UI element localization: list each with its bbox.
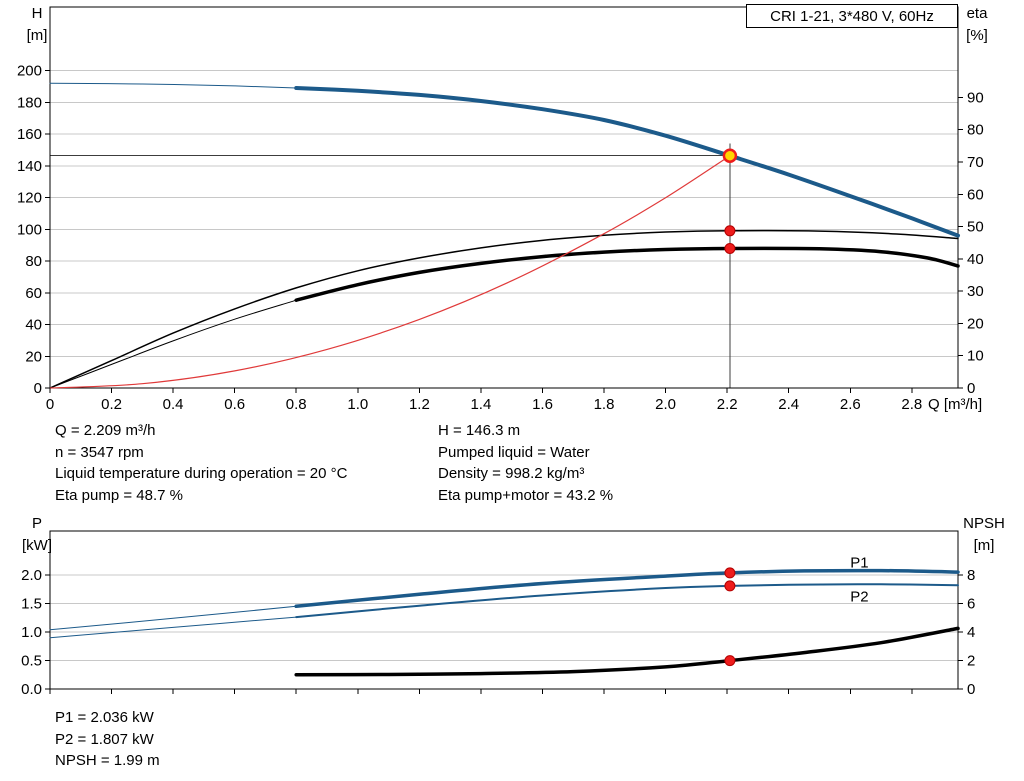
power-info: P1 = 2.036 kW P2 = 1.807 kW NPSH = 1.99 …	[55, 707, 160, 772]
duty-info-right: H = 146.3 m Pumped liquid = Water Densit…	[438, 420, 613, 507]
y-left-tick-label: 120	[17, 190, 42, 207]
x-tick-label: 0.2	[101, 396, 122, 413]
curve-head-ext	[49, 82, 297, 89]
plot-frame	[49, 530, 959, 690]
x-tick-label: 2.6	[840, 396, 861, 413]
y-left-tick-label: 60	[25, 285, 42, 302]
y-left-tick-label: 0.0	[21, 681, 42, 698]
info-line-density: Density = 998.2 kg/m³	[438, 465, 585, 483]
info-line-temperature: Liquid temperature during operation = 20…	[55, 465, 348, 483]
y-left-tick-label: 80	[25, 253, 42, 270]
curve-label-P1: P1	[850, 555, 868, 572]
operating-dot	[724, 567, 736, 579]
x-tick-label: 2.0	[655, 396, 676, 413]
x-tick-label: 2.8	[901, 396, 922, 413]
operating-dot	[724, 243, 736, 254]
x-tick-label: 0	[46, 396, 54, 413]
y-right-tick-label: 50	[967, 219, 984, 236]
curve-P2-ext	[49, 616, 297, 639]
curve-head	[294, 86, 960, 238]
curve-eta-pump-motor	[294, 246, 960, 302]
info-line-head: H = 146.3 m	[438, 422, 521, 439]
info-line-liquid: Pumped liquid = Water	[438, 443, 590, 461]
info-line-p1: P1 = 2.036 kW	[55, 709, 154, 726]
y-left-tick-label: 0.5	[21, 653, 42, 670]
y-right-tick-label: 30	[967, 283, 984, 300]
info-line-eta-pump: Eta pump = 48.7 %	[55, 487, 183, 505]
y-right-tick-label: 4	[967, 624, 975, 641]
y-left-tick-label: 2.0	[21, 567, 42, 584]
y-left-axis-title: [m]	[27, 27, 48, 44]
x-tick-label: 1.6	[532, 396, 553, 413]
curve-label-P2: P2	[850, 589, 868, 606]
y-right-tick-label: 10	[967, 348, 984, 365]
y-right-axis-title: [%]	[966, 27, 988, 44]
curve-P1-ext	[49, 605, 297, 631]
y-left-tick-label: 1.5	[21, 595, 42, 612]
info-line-eta-pump-motor: Eta pump+motor = 43.2 %	[438, 487, 614, 505]
pump-model-box: CRI 1-21, 3*480 V, 60Hz	[746, 4, 958, 28]
y-left-tick-label: 180	[17, 94, 42, 111]
y-right-tick-label: 0	[967, 681, 975, 698]
y-left-tick-label: 200	[17, 63, 42, 80]
info-line-flow: Q = 2.209 m³/h	[55, 422, 156, 439]
curve-eta-pump	[49, 229, 959, 389]
hq-eta-chart: 0 0.2 0.4 0.6 0.8 1.0 1.2 1.4 1.6 1.8 2.0 2.2 2.4 2.6…	[17, 5, 989, 413]
y-right-axis-title: NPSH	[963, 515, 1005, 532]
y-left-axis-title: [kW]	[22, 537, 52, 554]
x-tick-label: 0.6	[224, 396, 245, 413]
y-right-tick-label: 0	[967, 380, 975, 397]
y-left-tick-label: 160	[17, 126, 42, 143]
operating-dot	[724, 655, 736, 667]
x-tick-label: 0.4	[163, 396, 184, 413]
x-tick-label: 2.2	[717, 396, 738, 413]
y-left-axis-title: H	[32, 5, 43, 22]
x-tick-label: 1.0	[347, 396, 368, 413]
operating-dot	[724, 580, 736, 592]
operating-dot	[724, 225, 736, 237]
y-right-axis-title: eta	[967, 5, 989, 22]
info-line-npsh: NPSH = 1.99 m	[55, 752, 160, 770]
info-line-p2: P2 = 1.807 kW	[55, 730, 154, 748]
x-tick-label: 2.4	[778, 396, 799, 413]
power-npsh-chart: 0.0 0.5 1.0 1.5 2.0 0 2 4 6 8 P [kW] NPSH [m] P1 P2	[21, 515, 1005, 698]
y-right-tick-label: 60	[967, 186, 984, 203]
y-left-tick-label: 140	[17, 158, 42, 175]
y-left-tick-label: 1.0	[21, 624, 42, 641]
y-right-axis-title: [m]	[974, 537, 995, 554]
y-right-tick-label: 2	[967, 653, 975, 670]
y-left-tick-label: 20	[25, 348, 42, 365]
y-right-tick-label: 70	[967, 154, 984, 171]
curve-NPSH	[294, 626, 960, 677]
y-left-tick-label: 40	[25, 317, 42, 334]
y-left-axis-title: P	[32, 515, 42, 532]
y-right-tick-label: 80	[967, 122, 984, 139]
y-right-tick-label: 20	[967, 315, 984, 332]
y-right-tick-label: 8	[967, 567, 975, 584]
curve-eta-pump-motor-ext	[49, 299, 297, 389]
curve-P2	[295, 583, 959, 619]
x-axis-title: Q [m³/h]	[928, 396, 982, 413]
pump-model-label: CRI 1-21, 3*480 V, 60Hz	[770, 7, 934, 25]
duty-info-left: Q = 2.209 m³/h n = 3547 rpm Liquid tempe…	[55, 420, 347, 507]
info-line-speed: n = 3547 rpm	[55, 443, 144, 461]
curve-system-curve	[49, 155, 731, 389]
x-tick-label: 1.4	[470, 396, 491, 413]
y-left-tick-label: 100	[17, 221, 42, 238]
y-right-tick-label: 6	[967, 595, 975, 612]
duty-point-marker	[722, 148, 738, 163]
curve-P1	[294, 568, 960, 609]
x-tick-label: 1.2	[409, 396, 430, 413]
y-right-tick-label: 40	[967, 251, 984, 268]
y-right-tick-label: 90	[967, 89, 984, 106]
x-tick-label: 0.8	[286, 396, 307, 413]
y-left-tick-label: 0	[34, 380, 42, 397]
x-tick-label: 1.8	[594, 396, 615, 413]
